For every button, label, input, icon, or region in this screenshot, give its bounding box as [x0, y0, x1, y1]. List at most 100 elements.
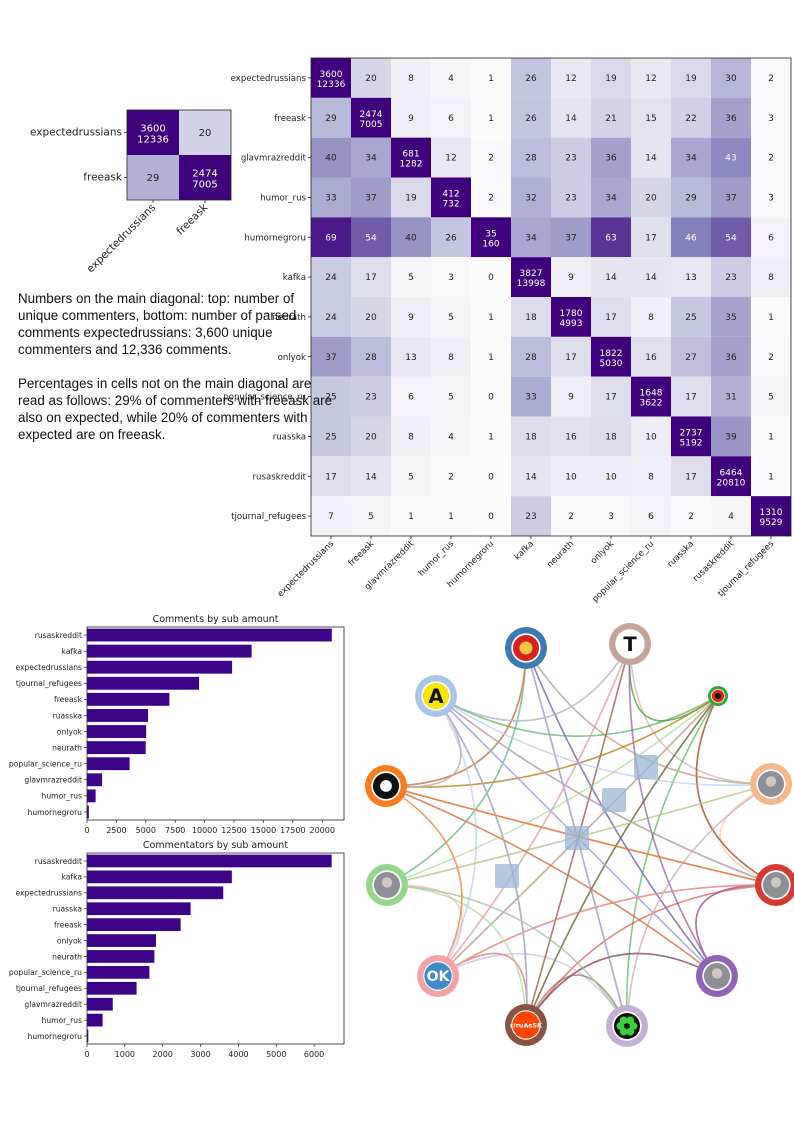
bar — [87, 628, 332, 642]
heatmap-cell — [391, 456, 431, 497]
heatmap-cell — [671, 496, 711, 536]
cell-value: 23 — [725, 273, 736, 283]
heatmap-cell — [431, 177, 471, 218]
cell-value: 10 — [645, 433, 657, 443]
node-ring — [505, 627, 547, 669]
network-edge — [386, 647, 527, 886]
cell-value: 6 — [648, 512, 654, 522]
portrait-icon — [373, 871, 401, 899]
y-tick-label: kafka — [283, 273, 306, 283]
heatmap-cell — [591, 496, 631, 536]
y-tick-label: ruasska — [53, 905, 82, 914]
heatmap-cell — [591, 456, 631, 497]
cell-value: 28 — [525, 154, 537, 164]
heatmap-cell — [311, 456, 351, 497]
cell-value: 6 — [768, 233, 774, 243]
cell-value: 18 — [605, 433, 617, 443]
heatmap-cell — [711, 336, 751, 377]
heatmap-cell — [671, 456, 711, 497]
cell-value: 18 — [525, 313, 537, 323]
heatmap-cell — [671, 177, 711, 218]
heatmap-cell — [591, 217, 631, 258]
heatmap-cell — [471, 97, 511, 138]
heatmap-cell — [351, 217, 391, 258]
network-edge — [435, 695, 528, 1026]
cell-value: 10 — [605, 472, 617, 482]
node-face — [761, 870, 791, 900]
network-edge — [525, 647, 628, 1027]
network-edge — [435, 643, 631, 722]
network-node — [750, 763, 792, 805]
x-tick-label: expectedrussians — [85, 202, 159, 276]
heatmap-cell — [351, 376, 391, 417]
cell-value: 2 — [568, 512, 574, 522]
network-edge — [386, 884, 463, 977]
cell-value: 160 — [482, 239, 499, 249]
cell-value: 4 — [728, 512, 734, 522]
node-face — [615, 629, 645, 659]
heatmap-cell — [751, 376, 791, 417]
cell-value: 3 — [768, 114, 774, 124]
heatmap-cell — [751, 217, 791, 258]
cell-value: 17 — [645, 233, 656, 243]
x-tick-label: 10000 — [192, 826, 217, 835]
x-tick-label: 1000 — [115, 1050, 135, 1059]
heatmap-cell — [511, 336, 551, 377]
network-node — [755, 864, 794, 906]
cell-value: 39 — [725, 433, 737, 443]
network-edge — [385, 647, 527, 787]
heatmap-cell — [351, 137, 391, 178]
cell-value: 5 — [768, 393, 774, 403]
flower-icon — [613, 1012, 641, 1040]
heatmap-cell — [431, 336, 471, 377]
network-edge — [437, 952, 528, 1026]
cell-value: 9529 — [760, 518, 783, 528]
network-edge — [437, 952, 528, 1026]
cell-value: 14 — [645, 154, 657, 164]
y-tick-label: kafka — [61, 873, 82, 882]
network-edge — [525, 643, 631, 1026]
cell-value: 40 — [405, 233, 417, 243]
network-edge — [435, 695, 719, 737]
node-label: r/ruAsSK — [510, 1022, 543, 1030]
cell-value: 20 — [199, 128, 212, 139]
heatmap-cell — [179, 155, 231, 200]
cell-value: 8 — [768, 273, 774, 283]
x-tick-label: 5000 — [136, 826, 156, 835]
portrait-icon — [703, 962, 731, 990]
cell-value: 37 — [565, 233, 576, 243]
network-edge — [525, 974, 628, 1027]
heatmap-cell — [351, 97, 391, 138]
x-tick-label: 2500 — [106, 826, 126, 835]
edge-bundle-marker — [602, 788, 626, 812]
bar — [87, 934, 156, 947]
network-edge — [435, 695, 777, 886]
heatmap-cell — [591, 416, 631, 457]
cell-value: 43 — [725, 154, 736, 164]
heatmap-cell — [511, 416, 551, 457]
bar — [87, 660, 233, 674]
cell-value: 5 — [448, 393, 454, 403]
heatmap-cell — [631, 297, 671, 337]
network-edge — [435, 643, 631, 722]
x-tick-label: 15000 — [251, 826, 276, 835]
network-edge — [437, 695, 719, 977]
network-edge — [629, 643, 772, 785]
bar — [87, 997, 113, 1011]
y-tick-label: rusaskreddit — [253, 472, 307, 482]
x-tick-label: 7500 — [165, 826, 185, 835]
bar — [87, 757, 130, 771]
y-tick-label: humor_rus — [42, 792, 83, 801]
network-edge — [385, 647, 527, 787]
bar — [87, 805, 89, 819]
node-face — [371, 771, 401, 801]
heatmap-cell — [751, 58, 791, 98]
cell-value: 9 — [568, 273, 574, 283]
cell-value: 3 — [768, 194, 774, 204]
heatmap-cell — [391, 177, 431, 218]
y-tick-label: tjournal_refugees — [16, 984, 82, 993]
network-edge — [625, 695, 719, 1027]
heatmap-cell — [471, 257, 511, 297]
cell-value: 2474 — [192, 169, 217, 180]
